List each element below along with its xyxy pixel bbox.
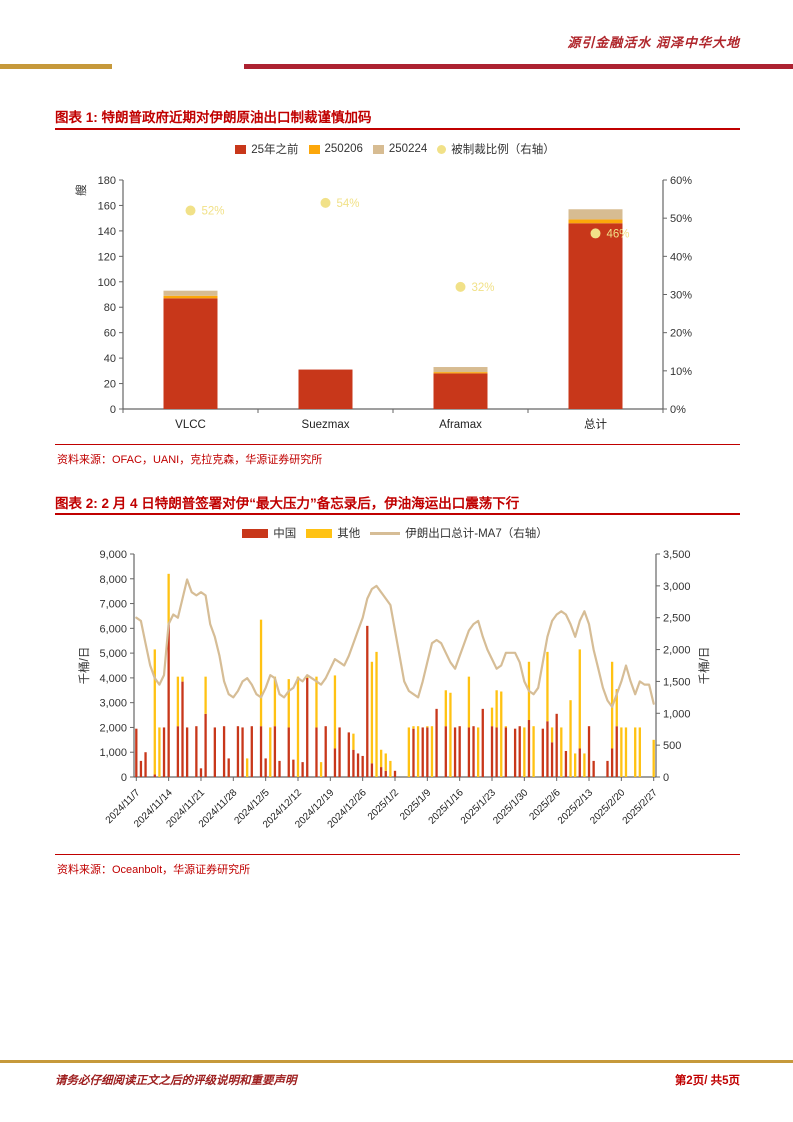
svg-text:5,000: 5,000: [99, 648, 127, 660]
svg-text:VLCC: VLCC: [175, 419, 206, 431]
svg-text:20%: 20%: [670, 328, 692, 340]
footer-disclaimer: 请务必仔细阅读正文之后的评级说明和重要声明: [55, 1075, 297, 1087]
svg-text:100: 100: [98, 277, 116, 289]
svg-text:7,000: 7,000: [99, 599, 127, 611]
svg-text:9,000: 9,000: [99, 549, 127, 561]
svg-text:60: 60: [104, 328, 116, 340]
svg-text:Aframax: Aframax: [439, 419, 482, 431]
svg-text:千桶/日: 千桶/日: [77, 647, 91, 685]
figure1-legend: 25年之前 250206 250224 被制裁比例（右轴）: [65, 140, 725, 158]
svg-text:40%: 40%: [670, 251, 692, 263]
header-rule-gold: [0, 64, 112, 69]
svg-text:46%: 46%: [607, 228, 630, 240]
svg-text:60%: 60%: [670, 175, 692, 187]
figure1-title: 图表 1: 特朗普政府近期对伊朗原油出口制裁谨慎加码: [55, 110, 372, 125]
legend-label-250206: 250206: [324, 143, 363, 155]
svg-text:2025/2/27: 2025/2/27: [621, 787, 661, 827]
footer-rule-gold: [0, 1060, 793, 1063]
figure1-title-underline: [55, 128, 740, 130]
svg-text:1,500: 1,500: [663, 676, 691, 688]
svg-text:140: 140: [98, 226, 116, 238]
figure2-chart-svg: 0 1,000 2,000 3,000 4,000 5,000 6,000 7,000 8,00…: [77, 549, 711, 831]
svg-text:180: 180: [98, 175, 116, 187]
legend-label-250224: 250224: [388, 143, 428, 155]
legend-swatch-china: [242, 528, 269, 538]
legend-item-ma7: 伊朗出口总计-MA7（右轴）: [370, 525, 548, 541]
svg-text:2025/1/30: 2025/1/30: [491, 787, 531, 827]
svg-text:6,000: 6,000: [99, 623, 127, 635]
figure2-title: 图表 2: 2 月 4 日特朗普签署对伊“最大压力”备忘录后，伊油海运出口震荡下…: [55, 496, 520, 511]
figure2-bottom-rule: [55, 854, 740, 855]
legend-swatch-other: [306, 528, 333, 538]
svg-text:32%: 32%: [472, 282, 495, 294]
svg-text:52%: 52%: [202, 206, 225, 218]
figure1-chart-svg: 0 20 40 60 80 100 120 140 160 180 0% 10% 20% 30% 40% 50…: [74, 175, 692, 431]
svg-text:2025/1/2: 2025/1/2: [366, 787, 402, 823]
figure1-chart: 25年之前 250206 250224 被制裁比例（右轴） 0 20 40 60 80 1…: [65, 140, 725, 448]
legend-label-ma7: 伊朗出口总计-MA7（右轴）: [405, 528, 548, 540]
legend-swatch-before25: [235, 144, 247, 154]
svg-text:30%: 30%: [670, 290, 692, 302]
svg-text:160: 160: [98, 200, 116, 212]
legend-item-china: 中国: [242, 525, 296, 541]
svg-text:3,000: 3,000: [663, 581, 691, 593]
legend-label-other: 其他: [337, 528, 361, 540]
svg-text:艘: 艘: [74, 184, 88, 196]
legend-item-sanction-ratio: 被制裁比例（右轴）: [437, 141, 555, 157]
svg-text:0: 0: [110, 404, 116, 416]
svg-text:500: 500: [663, 740, 681, 752]
svg-text:3,000: 3,000: [99, 698, 127, 710]
legend-item-250206: 250206: [308, 143, 363, 155]
svg-text:2,500: 2,500: [663, 613, 691, 625]
svg-text:4,000: 4,000: [99, 673, 127, 685]
svg-text:54%: 54%: [337, 198, 360, 210]
legend-label-sanction-ratio: 被制裁比例（右轴）: [451, 144, 555, 156]
svg-text:3,500: 3,500: [663, 549, 691, 561]
svg-text:0: 0: [121, 772, 127, 784]
svg-text:总计: 总计: [584, 417, 607, 431]
svg-text:千桶/日: 千桶/日: [697, 647, 711, 685]
legend-swatch-sanction-ratio: [437, 144, 447, 154]
legend-label-china: 中国: [273, 528, 297, 540]
figure2-legend: 中国 其他 伊朗出口总计-MA7（右轴）: [70, 524, 720, 542]
svg-text:10%: 10%: [670, 366, 692, 378]
legend-label-before25: 25年之前: [251, 144, 299, 156]
svg-text:20: 20: [104, 379, 116, 391]
brand-slogan: 源引金融活水 润泽中华大地: [567, 35, 740, 50]
legend-swatch-250206: [308, 144, 320, 154]
header-rule-red: [244, 64, 793, 69]
svg-text:50%: 50%: [670, 213, 692, 225]
legend-swatch-ma7: [370, 531, 401, 535]
svg-text:2,000: 2,000: [663, 645, 691, 657]
svg-text:1,000: 1,000: [663, 708, 691, 720]
legend-item-250224: 250224: [372, 143, 428, 155]
svg-text:2,000: 2,000: [99, 722, 127, 734]
svg-text:40: 40: [104, 353, 116, 365]
figure2-chart: 中国 其他 伊朗出口总计-MA7（右轴） 0 1,000 2,000 3,000 4,0…: [70, 524, 720, 852]
figure2-source: 资料来源：Oceanbolt，华源证券研究所: [57, 864, 251, 876]
svg-text:8,000: 8,000: [99, 574, 127, 586]
svg-text:1,000: 1,000: [99, 747, 127, 759]
legend-item-before25: 25年之前: [235, 141, 299, 157]
figure2-title-underline: [55, 513, 740, 515]
figure1-source: 资料来源：OFAC，UANI，克拉克森，华源证券研究所: [57, 454, 323, 466]
svg-text:0: 0: [663, 772, 669, 784]
svg-text:80: 80: [104, 302, 116, 314]
legend-swatch-250224: [372, 144, 384, 154]
svg-text:120: 120: [98, 251, 116, 263]
footer-page-number: 第2页/ 共5页: [674, 1075, 740, 1087]
svg-text:Suezmax: Suezmax: [302, 419, 350, 431]
svg-text:0%: 0%: [670, 404, 686, 416]
figure1-bottom-rule: [55, 444, 740, 445]
legend-item-other: 其他: [306, 525, 360, 541]
